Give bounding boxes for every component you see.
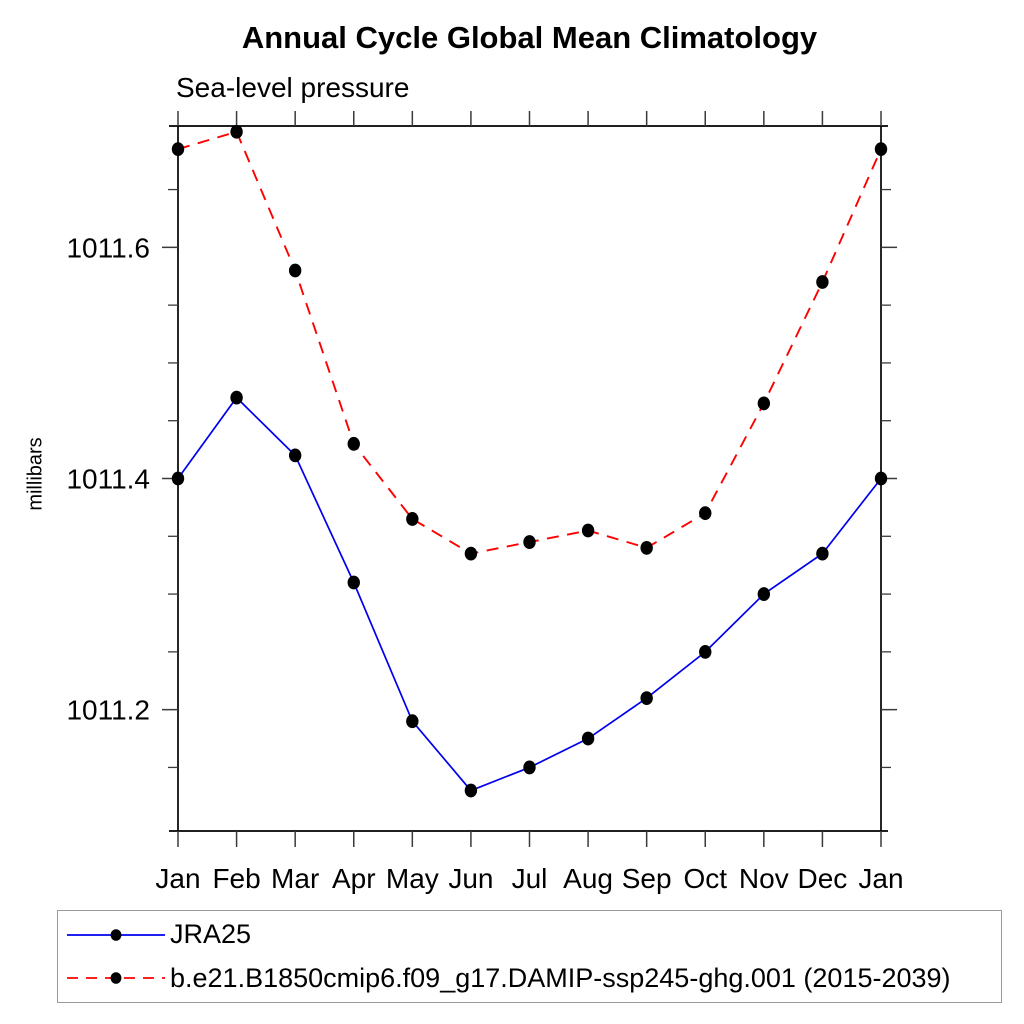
data-point	[640, 691, 653, 705]
data-point	[230, 124, 243, 139]
legend-item: b.e21.B1850cmip6.f09_g17.DAMIP-ssp245-gh…	[58, 958, 1001, 998]
data-point	[816, 546, 829, 561]
y-tick-label: 1011.2	[66, 695, 150, 726]
x-tick-label: Jan	[858, 863, 903, 894]
data-point	[640, 540, 653, 555]
data-point	[171, 471, 185, 486]
legend-item: JRA25	[58, 915, 1001, 955]
series-line-0	[177, 396, 882, 792]
legend-line-swatch	[67, 972, 165, 985]
data-point	[874, 471, 888, 486]
x-tick-label: Oct	[683, 863, 727, 894]
legend-line-swatch	[67, 928, 165, 941]
data-point	[406, 714, 419, 729]
y-tick-label: 1011.6	[66, 232, 150, 263]
x-tick-label: Dec	[798, 863, 848, 894]
data-point	[347, 575, 360, 590]
data-point	[523, 760, 536, 775]
data-point	[406, 512, 419, 526]
x-tick-label: Nov	[739, 863, 789, 894]
data-point	[464, 783, 478, 798]
data-point	[699, 644, 712, 659]
data-point	[171, 142, 185, 157]
y-tick-label: 1011.4	[66, 464, 150, 495]
x-tick-label: Mar	[271, 863, 319, 894]
legend-marker-icon	[110, 972, 122, 985]
x-tick-label: Apr	[332, 863, 376, 894]
data-point	[523, 535, 536, 549]
x-tick-label: Jan	[155, 863, 200, 894]
chart-subtitle: Sea-level pressure	[176, 72, 410, 103]
x-tick-label: Jun	[448, 863, 493, 894]
x-tick-label: Aug	[563, 863, 613, 894]
chart-title: Annual Cycle Global Mean Climatology	[241, 20, 818, 55]
legend-label: b.e21.B1850cmip6.f09_g17.DAMIP-ssp245-gh…	[170, 962, 951, 993]
legend-box: JRA25 b.e21.B1850cmip6.f09_g17.DAMIP-ssp…	[57, 910, 1002, 1003]
data-point	[757, 587, 771, 601]
data-point	[347, 436, 360, 451]
data-point	[288, 263, 302, 278]
x-tick-label: Feb	[212, 863, 260, 894]
data-point	[757, 396, 771, 411]
series-line-1	[177, 130, 882, 555]
data-point	[581, 523, 595, 538]
data-point	[230, 390, 243, 405]
legend-marker-icon	[110, 928, 122, 941]
data-point	[816, 275, 829, 289]
data-point	[699, 506, 712, 521]
legend-label: JRA25	[170, 919, 252, 950]
data-point	[288, 448, 302, 463]
data-point	[874, 142, 888, 157]
data-point	[464, 546, 478, 561]
x-tick-label: Jul	[512, 863, 548, 894]
x-tick-label: Sep	[622, 863, 672, 894]
data-point	[581, 731, 595, 746]
x-tick-label: May	[386, 863, 439, 894]
